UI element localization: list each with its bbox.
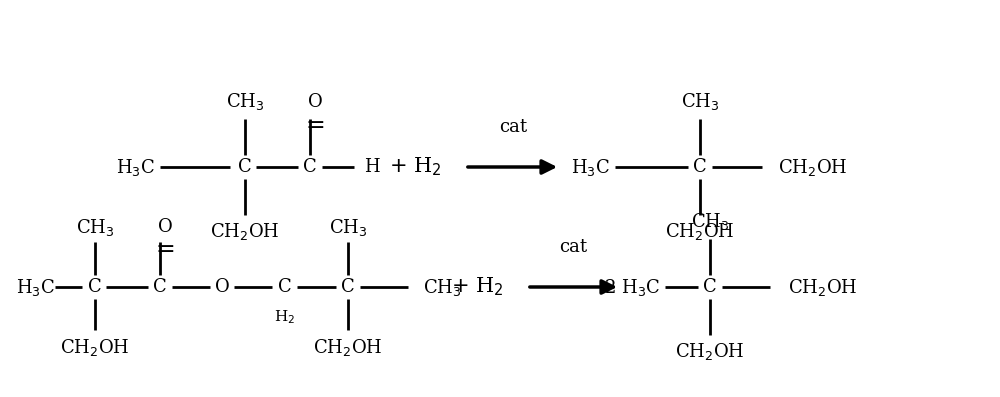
Text: O: O — [158, 218, 172, 236]
Text: H$_2$: H$_2$ — [274, 308, 296, 326]
Text: C: C — [278, 278, 292, 296]
Text: cat: cat — [499, 118, 527, 136]
Text: H$_3$C: H$_3$C — [116, 156, 155, 177]
Text: CH$_2$OH: CH$_2$OH — [313, 337, 383, 358]
Text: $+$ H$_2$: $+$ H$_2$ — [451, 276, 503, 298]
Text: H: H — [364, 158, 380, 176]
Text: CH$_2$OH: CH$_2$OH — [675, 341, 745, 362]
Text: $+$ H$_2$: $+$ H$_2$ — [389, 156, 441, 178]
Text: C: C — [341, 278, 355, 296]
Text: =: = — [155, 237, 175, 260]
Text: CH$_3$: CH$_3$ — [226, 91, 264, 112]
Text: =: = — [305, 114, 325, 137]
Text: CH$_2$OH: CH$_2$OH — [210, 222, 280, 243]
Text: C: C — [303, 158, 317, 176]
Text: C: C — [693, 158, 707, 176]
Text: CH$_2$OH: CH$_2$OH — [60, 337, 130, 358]
Text: cat: cat — [559, 238, 587, 256]
Text: CH$_3$: CH$_3$ — [423, 276, 462, 297]
Text: CH$_2$OH: CH$_2$OH — [778, 156, 848, 177]
Text: CH$_3$: CH$_3$ — [76, 216, 114, 237]
Text: CH$_2$OH: CH$_2$OH — [788, 276, 858, 297]
Text: O: O — [308, 93, 322, 111]
Text: O: O — [215, 278, 229, 296]
Text: CH$_2$OH: CH$_2$OH — [665, 222, 735, 243]
Text: C: C — [703, 278, 717, 296]
Text: CH$_3$: CH$_3$ — [691, 212, 729, 233]
Text: 2 H$_3$C: 2 H$_3$C — [604, 276, 660, 297]
Text: H$_3$C: H$_3$C — [16, 276, 55, 297]
Text: C: C — [153, 278, 167, 296]
Text: C: C — [238, 158, 252, 176]
Text: CH$_3$: CH$_3$ — [329, 216, 367, 237]
Text: CH$_3$: CH$_3$ — [681, 91, 719, 112]
Text: C: C — [88, 278, 102, 296]
Text: H$_3$C: H$_3$C — [571, 156, 610, 177]
